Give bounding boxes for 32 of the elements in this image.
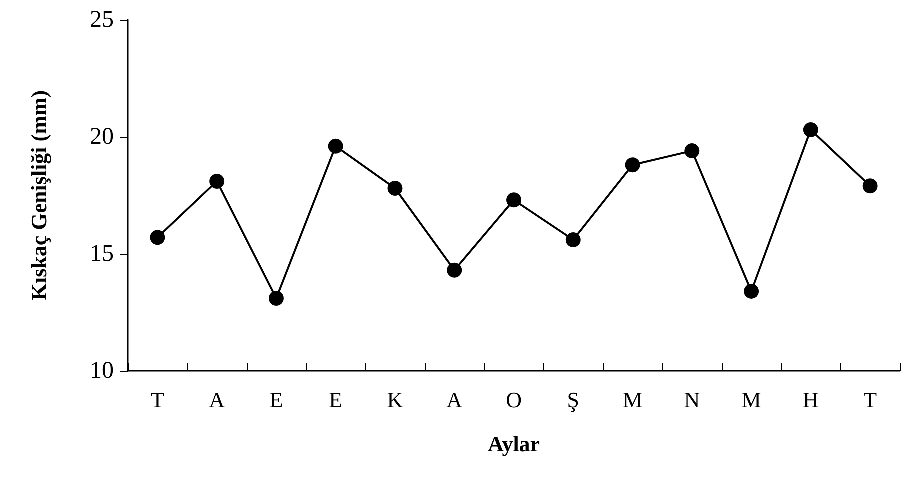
y-tick-label: 25 xyxy=(90,7,114,33)
point xyxy=(625,158,640,173)
x-tick-label: N xyxy=(684,388,700,412)
x-tick-label: A xyxy=(446,388,463,412)
point xyxy=(268,290,284,306)
x-tick-label: A xyxy=(209,388,226,412)
x-tick-label: M xyxy=(742,388,762,412)
point xyxy=(447,262,462,278)
y-axis-title: Kıskaç Genişliği (mm) xyxy=(26,90,52,301)
point xyxy=(744,284,760,299)
point xyxy=(150,230,166,246)
point xyxy=(803,122,818,138)
point xyxy=(506,192,522,208)
x-tick-label: H xyxy=(802,388,819,412)
y-tick-label: 20 xyxy=(90,124,114,150)
x-axis-title: Aylar xyxy=(488,432,540,456)
x-tick-label: E xyxy=(270,388,284,412)
y-tick-label: 15 xyxy=(90,241,114,267)
x-tick-label: Ş xyxy=(567,388,580,412)
x-tick-label: M xyxy=(622,388,643,412)
x-tick-label: T xyxy=(864,388,878,412)
point xyxy=(388,180,403,196)
y-tick-label: 10 xyxy=(90,358,114,384)
point xyxy=(862,178,878,194)
x-tick-label: T xyxy=(150,388,165,412)
x-tick-label: O xyxy=(506,388,522,412)
x-tick-label: K xyxy=(387,388,404,412)
point xyxy=(210,174,225,189)
x-tick-label: E xyxy=(329,388,343,412)
point xyxy=(328,138,344,154)
point xyxy=(684,144,700,159)
point xyxy=(566,232,581,248)
